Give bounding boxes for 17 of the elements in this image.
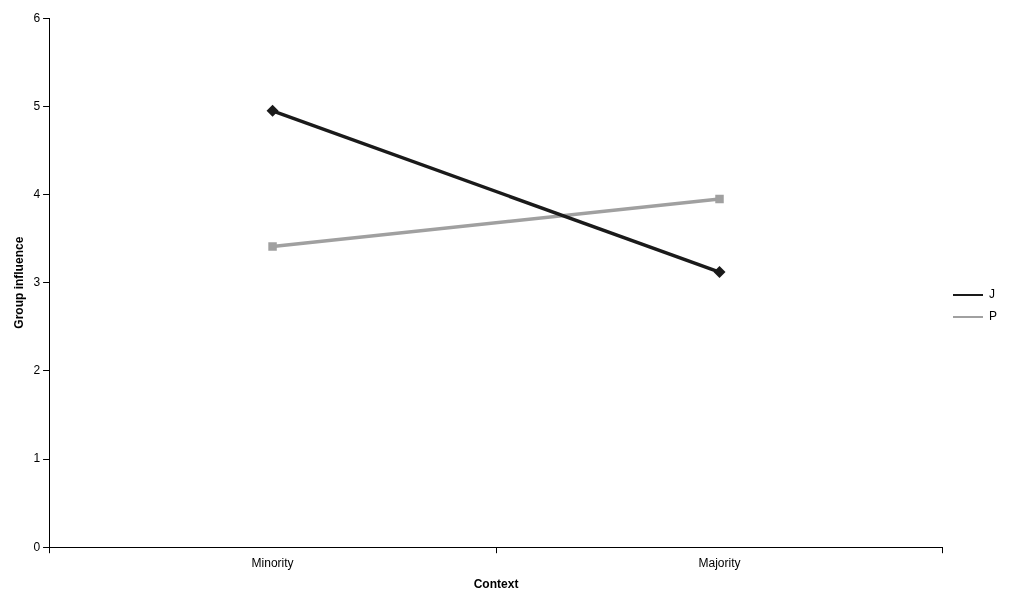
y-tick-label: 6: [33, 10, 41, 25]
y-tick-label: 3: [33, 275, 41, 290]
x-tick-label: Majority: [698, 555, 741, 570]
y-tick-label: 1: [33, 451, 41, 466]
y-axis-title: Group influence: [11, 236, 26, 329]
legend-label: P: [989, 309, 998, 324]
point: [715, 194, 724, 204]
x-tick-label: Minority: [251, 555, 294, 570]
y-tick-label: 4: [33, 186, 41, 201]
y-tick-label: 2: [33, 363, 41, 378]
legend-label: J: [989, 287, 995, 302]
y-tick-label: 0: [33, 539, 41, 554]
point: [268, 242, 277, 251]
x-axis-title: Context: [473, 577, 519, 592]
point: [266, 104, 279, 117]
y-tick-label: 5: [33, 98, 41, 113]
point: [713, 266, 726, 279]
